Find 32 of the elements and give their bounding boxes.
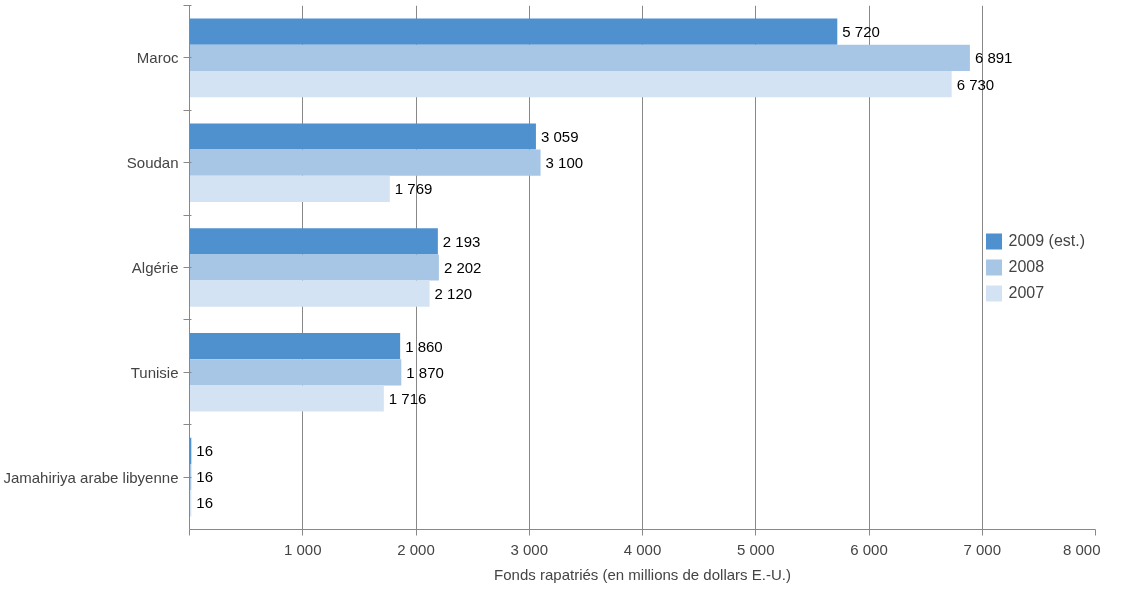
data-label: 6 891 bbox=[974, 49, 1013, 67]
data-label: 1 870 bbox=[406, 363, 444, 381]
x-tick-label: 4 000 bbox=[623, 540, 662, 558]
data-label: 1 716 bbox=[388, 390, 427, 407]
data-label: 16 bbox=[196, 468, 213, 486]
x-tick-label: 7 000 bbox=[963, 540, 1002, 558]
data-label: 16 bbox=[196, 441, 213, 459]
y-tick-label: Maroc bbox=[136, 49, 179, 67]
data-label: 16 bbox=[196, 494, 213, 512]
x-axis-title: Fonds rapatriés (en millions de dollars E.-U.) bbox=[494, 565, 791, 583]
data-label: 3 100 bbox=[545, 154, 584, 172]
x-tick-label: 8 000 bbox=[1062, 540, 1101, 558]
x-tick-label: 2 000 bbox=[397, 540, 435, 558]
x-tick-label: 1 000 bbox=[283, 540, 322, 558]
x-tick-label: 3 000 bbox=[510, 540, 549, 558]
data-label: 2 193 bbox=[442, 232, 481, 250]
data-label: 5 720 bbox=[842, 23, 880, 41]
data-label: 2 120 bbox=[434, 285, 473, 303]
y-tick-label: Soudan bbox=[126, 154, 179, 172]
legend-label: 2007 bbox=[1008, 284, 1045, 302]
y-tick-label: Algérie bbox=[131, 259, 179, 276]
data-label: 1 769 bbox=[394, 180, 433, 198]
data-label: 3 059 bbox=[540, 128, 579, 145]
x-tick-label: 6 000 bbox=[850, 540, 888, 558]
y-tick-label: Tunisie bbox=[130, 363, 179, 381]
legend-label: 2009 (est.) bbox=[1008, 232, 1085, 250]
y-tick-label: Jamahiriya arabe libyenne bbox=[3, 468, 179, 486]
legend-label: 2008 bbox=[1008, 258, 1045, 276]
data-label: 1 860 bbox=[405, 337, 443, 355]
data-label: 2 202 bbox=[443, 259, 482, 276]
data-label: 6 730 bbox=[956, 75, 995, 93]
x-tick-label: 5 000 bbox=[736, 540, 775, 558]
